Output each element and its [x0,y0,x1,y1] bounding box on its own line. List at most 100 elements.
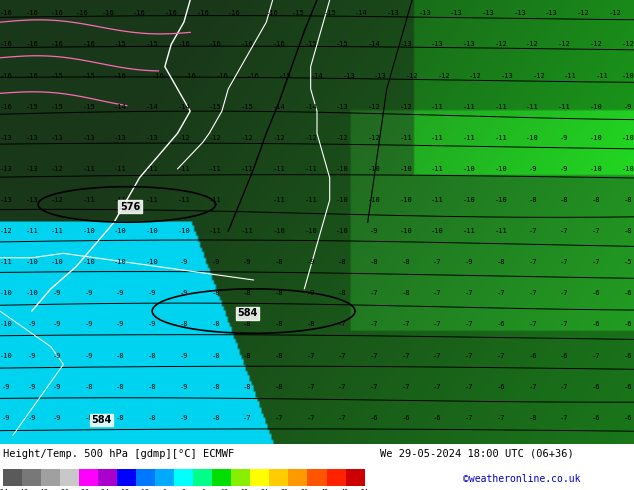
Text: -9: -9 [179,384,188,390]
Text: -7: -7 [528,321,537,327]
Text: -9: -9 [243,259,252,265]
Text: -9: -9 [528,166,537,172]
Text: -16: -16 [133,10,146,16]
Text: 12: 12 [220,489,228,490]
Text: -13: -13 [501,73,514,78]
Text: -7: -7 [465,415,474,421]
Text: -16: -16 [152,73,165,78]
Text: -10: -10 [399,228,412,234]
Text: -7: -7 [338,352,347,359]
Text: -10: -10 [590,104,602,110]
Text: -12: -12 [336,135,349,141]
Text: -11: -11 [51,228,63,234]
Text: -12: -12 [609,10,621,16]
Text: We 29-05-2024 18:00 UTC (06+36): We 29-05-2024 18:00 UTC (06+36) [380,448,574,459]
Bar [136,469,155,487]
Text: -7: -7 [528,259,537,265]
Text: -36: -36 [58,489,69,490]
Text: -8: -8 [179,321,188,327]
Text: -8: -8 [338,259,347,265]
Text: -12: -12 [241,135,254,141]
Text: -15: -15 [292,10,304,16]
Text: -9: -9 [116,321,125,327]
Text: -11: -11 [273,166,285,172]
Text: -13: -13 [0,166,13,172]
Text: -6: -6 [623,352,632,359]
Text: -10: -10 [621,135,634,141]
Text: -11: -11 [596,73,609,78]
Text: 54: 54 [361,489,368,490]
Text: -9: -9 [27,321,36,327]
Text: -8: -8 [211,321,220,327]
Text: 584: 584 [91,415,112,425]
Text: -11: -11 [146,197,158,203]
Text: -7: -7 [338,321,347,327]
Text: -7: -7 [592,259,600,265]
Text: -11: -11 [431,166,444,172]
Text: Height/Temp. 500 hPa [gdmp][°C] ECMWF: Height/Temp. 500 hPa [gdmp][°C] ECMWF [3,448,235,459]
Text: -11: -11 [82,197,95,203]
Text: 36: 36 [301,489,308,490]
Text: -13: -13 [0,135,13,141]
Text: -12: -12 [533,73,545,78]
Text: -8: -8 [243,321,252,327]
Text: -7: -7 [433,259,442,265]
Text: -10: -10 [25,259,38,265]
Text: -12: -12 [495,42,507,48]
Text: -16: -16 [0,42,13,48]
Text: -9: -9 [179,415,188,421]
Text: -7: -7 [243,415,252,421]
Text: -16: -16 [209,42,222,48]
Text: -9: -9 [2,415,11,421]
Text: -11: -11 [273,197,285,203]
Text: -7: -7 [528,228,537,234]
Text: -13: -13 [374,73,387,78]
Text: 48: 48 [340,489,349,490]
Text: -9: -9 [27,415,36,421]
Text: -8: -8 [401,290,410,296]
Text: -10: -10 [146,228,158,234]
Text: -8: -8 [148,384,157,390]
Text: -10: -10 [590,166,602,172]
Text: -12: -12 [526,42,539,48]
Text: -13: -13 [399,42,412,48]
Text: -10: -10 [336,166,349,172]
Text: -6: -6 [433,415,442,421]
Text: -12: -12 [558,42,571,48]
Text: -7: -7 [306,352,315,359]
Text: -10: -10 [114,259,127,265]
Text: -6: -6 [496,384,505,390]
Text: -11: -11 [178,166,190,172]
Text: -11: -11 [0,259,13,265]
Text: -12: -12 [51,197,63,203]
Text: -8: -8 [243,352,252,359]
Text: -11: -11 [241,166,254,172]
Text: -8: -8 [116,415,125,421]
Text: -13: -13 [0,197,13,203]
Text: -12: -12 [399,104,412,110]
Bar [250,469,269,487]
Text: -13: -13 [514,10,526,16]
Text: -15: -15 [51,73,63,78]
Bar [41,469,60,487]
Text: -7: -7 [560,384,569,390]
Text: -15: -15 [25,104,38,110]
Text: -8: -8 [275,290,283,296]
Bar [212,469,231,487]
Text: -10: -10 [51,259,63,265]
Text: -9: -9 [53,321,61,327]
Text: -6: -6 [528,352,537,359]
Text: -11: -11 [399,135,412,141]
Text: -7: -7 [496,415,505,421]
Text: -10: -10 [25,290,38,296]
Bar [60,469,79,487]
Text: -10: -10 [431,228,444,234]
Text: -10: -10 [621,166,634,172]
Text: -8: -8 [370,259,378,265]
Text: -8: -8 [528,197,537,203]
Text: -12: -12 [51,166,63,172]
Text: -11: -11 [114,166,127,172]
Text: -7: -7 [496,352,505,359]
Text: -11: -11 [82,166,95,172]
Text: -16: -16 [216,73,228,78]
